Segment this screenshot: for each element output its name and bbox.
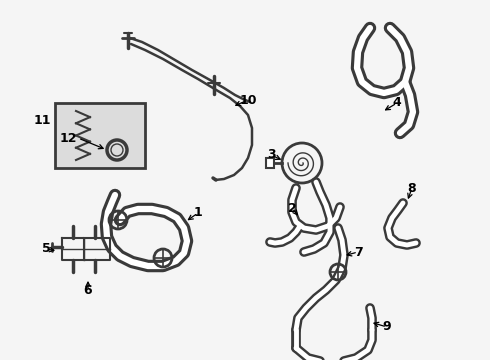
Text: 8: 8	[408, 181, 416, 194]
Text: 11: 11	[33, 113, 51, 126]
Text: 2: 2	[288, 202, 296, 215]
Text: 10: 10	[239, 94, 257, 107]
Text: 12: 12	[59, 131, 77, 144]
Text: 6: 6	[84, 284, 92, 297]
Text: 1: 1	[194, 207, 202, 220]
Text: 3: 3	[267, 148, 275, 162]
Text: 5: 5	[42, 243, 50, 256]
Text: 9: 9	[383, 320, 392, 333]
Bar	[266, 158, 274, 168]
Text: 7: 7	[354, 246, 363, 258]
Bar	[55, 103, 145, 168]
Text: 4: 4	[392, 96, 401, 109]
